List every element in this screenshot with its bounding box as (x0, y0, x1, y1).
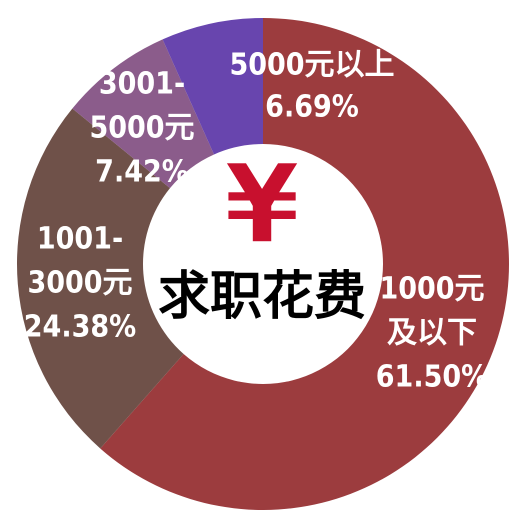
slice-label: 3001- (99, 67, 185, 102)
slice-label: 5000元 (89, 111, 194, 146)
chart-title: 求职花费 (158, 267, 366, 327)
value-label: 24.38% (24, 310, 136, 345)
slice-label: 5000元以上 (229, 48, 394, 83)
slice (16, 108, 184, 449)
slices (16, 18, 510, 511)
slice-label: 1000元 (379, 272, 484, 307)
slice-label: 及以下 (387, 316, 477, 351)
slice (100, 18, 510, 511)
value-label: 61.50% (376, 360, 488, 395)
slice (162, 18, 263, 155)
center-symbol: ¥ (224, 140, 301, 268)
slice (72, 39, 215, 189)
value-label: 7.42% (95, 155, 189, 190)
slice-label: 1001- (37, 222, 123, 257)
value-label: 6.69% (265, 90, 359, 125)
slice-label: 3000元 (27, 266, 132, 301)
